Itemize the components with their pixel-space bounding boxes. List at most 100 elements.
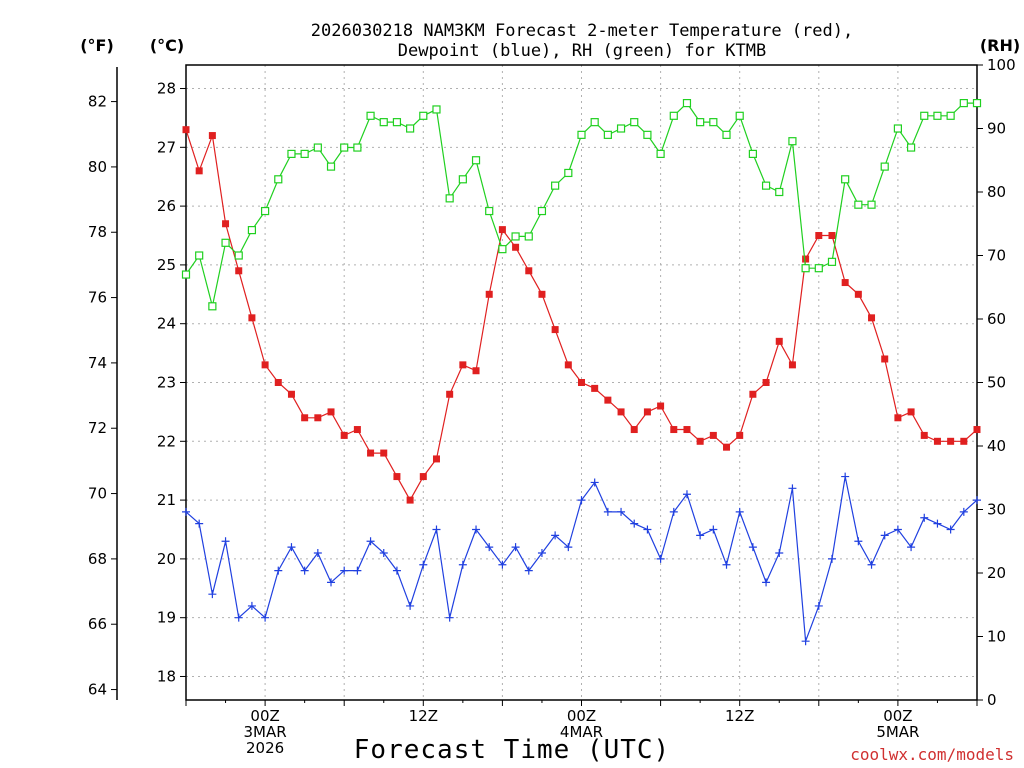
data-point-temp-41	[723, 443, 731, 451]
data-point-rh-34	[630, 118, 639, 127]
fahrenheit-tick-label-78: 78	[88, 223, 107, 241]
data-point-temp-3	[222, 220, 230, 228]
data-point-dewpoint-21	[458, 560, 467, 569]
data-point-dewpoint-31	[590, 478, 599, 487]
data-point-temp-9	[301, 414, 309, 422]
celsius-tick-label-26: 26	[157, 197, 176, 215]
data-point-dewpoint-24	[498, 560, 507, 569]
data-point-temp-14	[367, 449, 375, 457]
fahrenheit-tick-label-72: 72	[88, 419, 107, 437]
data-point-rh-33	[616, 124, 626, 133]
data-point-rh-58	[946, 111, 955, 120]
data-point-temp-31	[591, 384, 599, 392]
data-point-dewpoint-3	[221, 537, 230, 546]
data-point-temp-36	[657, 402, 665, 410]
data-point-dewpoint-47	[801, 637, 810, 646]
data-point-dewpoint-44	[762, 578, 771, 587]
data-point-temp-18	[419, 473, 427, 481]
data-point-rh-31	[590, 118, 599, 127]
data-point-rh-1	[195, 251, 204, 260]
data-point-dewpoint-46	[788, 484, 797, 493]
data-point-rh-47	[801, 264, 810, 273]
data-point-dewpoint-18	[419, 560, 428, 569]
celsius-tick-label-25: 25	[157, 256, 176, 274]
data-point-temp-23	[485, 290, 493, 298]
chart-title: 2026030218 NAM3KM Forecast 2-meter Tempe…	[311, 21, 853, 61]
data-point-rh-7	[274, 175, 283, 184]
series-dewpoint	[182, 472, 981, 646]
data-series	[181, 98, 982, 646]
data-point-temp-43	[749, 390, 757, 398]
data-point-temp-46	[788, 361, 796, 369]
data-point-dewpoint-58	[946, 525, 955, 534]
data-point-rh-44	[761, 181, 771, 190]
data-point-dewpoint-55	[907, 543, 916, 552]
celsius-tick-label-24: 24	[157, 315, 176, 333]
data-point-temp-1	[195, 167, 203, 175]
data-point-temp-48	[815, 232, 823, 240]
data-point-dewpoint-17	[406, 601, 415, 610]
data-point-rh-13	[353, 143, 362, 152]
data-point-dewpoint-45	[775, 549, 784, 558]
data-point-rh-59	[959, 98, 968, 108]
data-point-temp-59	[960, 437, 968, 445]
data-point-dewpoint-8	[287, 543, 296, 552]
data-point-rh-53	[880, 162, 889, 171]
rh-tick-label-80: 80	[987, 183, 1006, 201]
data-point-rh-43	[748, 149, 757, 158]
data-point-temp-56	[920, 431, 928, 439]
data-point-rh-54	[893, 124, 903, 133]
x-tick-label-6h-line-1: 3MAR	[244, 723, 287, 741]
data-point-temp-55	[907, 408, 915, 416]
data-point-temp-21	[459, 361, 467, 369]
data-point-dewpoint-11	[327, 578, 336, 587]
celsius-tick-label-21: 21	[157, 491, 176, 509]
rh-tick-label-40: 40	[987, 437, 1006, 455]
data-point-dewpoint-51	[854, 537, 863, 546]
data-point-temp-47	[802, 255, 810, 263]
data-point-rh-16	[392, 118, 402, 127]
data-point-dewpoint-23	[485, 543, 494, 552]
data-point-dewpoint-41	[722, 560, 731, 569]
data-point-dewpoint-4	[234, 613, 243, 622]
data-point-rh-51	[854, 200, 863, 209]
data-point-dewpoint-6	[261, 613, 270, 622]
data-point-temp-44	[762, 379, 770, 386]
data-point-rh-37	[669, 111, 678, 120]
celsius-tick-label-22: 22	[157, 432, 176, 450]
fahrenheit-tick-label-64: 64	[88, 681, 107, 699]
fahrenheit-tick-label-68: 68	[88, 550, 107, 568]
data-point-temp-25	[512, 243, 520, 251]
data-point-temp-50	[841, 279, 849, 287]
data-point-dewpoint-43	[748, 543, 757, 552]
data-point-dewpoint-14	[366, 537, 375, 546]
data-point-dewpoint-30	[577, 496, 586, 505]
data-point-rh-0	[181, 270, 191, 279]
data-point-rh-14	[366, 111, 375, 120]
data-point-dewpoint-5	[247, 601, 256, 610]
credit-label: coolwx.com/models	[850, 745, 1014, 764]
data-point-rh-24	[498, 245, 507, 254]
celsius-tick-label-20: 20	[157, 550, 176, 568]
celsius-tick-label-23: 23	[157, 374, 176, 392]
data-point-temp-15	[380, 449, 388, 457]
title-line-2: Dewpoint (blue), RH (green) for KTMB	[398, 41, 766, 61]
data-point-temp-33	[617, 408, 625, 416]
data-point-temp-24	[498, 226, 506, 234]
data-point-temp-57	[933, 437, 941, 445]
data-point-rh-15	[379, 118, 388, 127]
data-point-dewpoint-42	[735, 507, 744, 516]
data-point-dewpoint-26	[524, 566, 533, 575]
rh-tick-label-100: 100	[987, 56, 1016, 74]
rh-tick-label-0: 0	[987, 691, 997, 709]
data-point-rh-3	[221, 238, 230, 247]
data-point-dewpoint-34	[630, 519, 639, 528]
data-point-temp-20	[446, 390, 454, 398]
data-point-rh-19	[432, 105, 441, 114]
data-point-rh-23	[485, 206, 494, 216]
data-point-rh-20	[445, 194, 454, 203]
data-point-temp-8	[287, 390, 295, 398]
data-point-rh-35	[643, 130, 652, 139]
rh-tick-label-90: 90	[987, 120, 1006, 138]
data-point-temp-40	[709, 431, 717, 439]
